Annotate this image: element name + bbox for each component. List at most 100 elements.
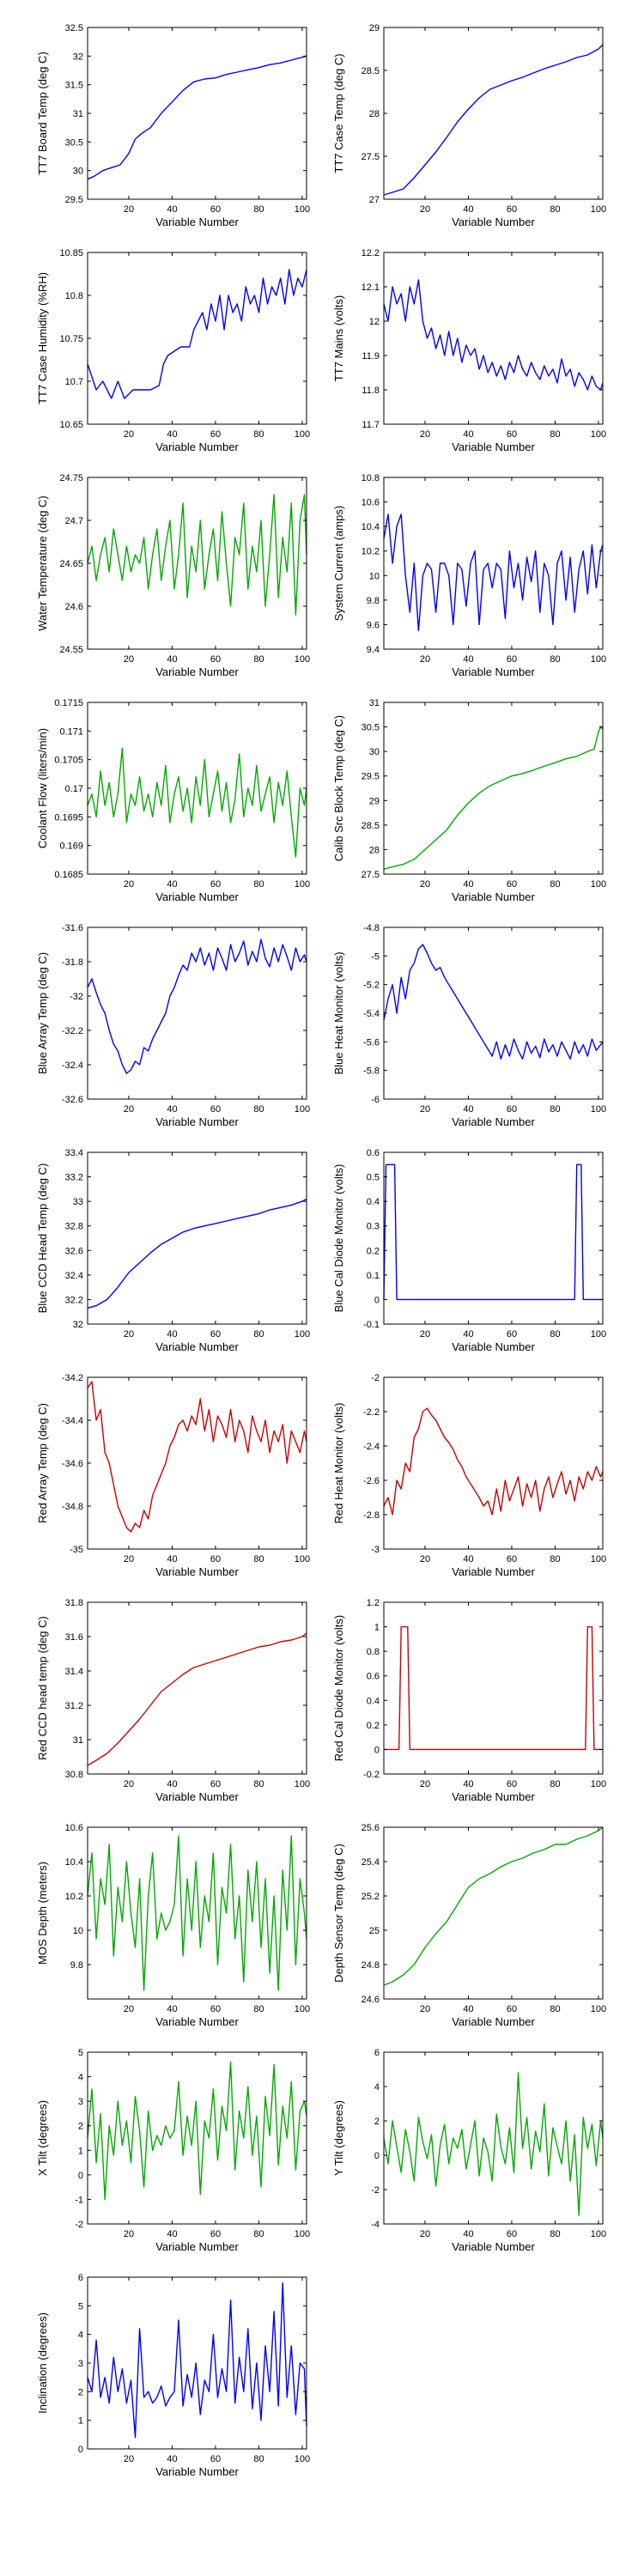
x-axis-label: Variable Number <box>155 1790 239 1803</box>
y-axis-label: Coolant Flow (liters/min) <box>36 728 49 848</box>
x-tick-label: 20 <box>124 654 134 665</box>
y-tick-label: 32.8 <box>65 1222 83 1232</box>
axes-box <box>383 702 604 875</box>
x-tick-label: 60 <box>210 2454 221 2464</box>
x-tick-label: 80 <box>253 654 264 665</box>
y-tick-label: -5 <box>371 951 380 962</box>
y-tick-label: -32 <box>70 992 83 1002</box>
axes-box <box>87 1826 307 2000</box>
x-axis-label: Variable Number <box>452 665 535 678</box>
axes-box <box>87 252 307 425</box>
y-tick-label: 31.8 <box>65 1598 83 1608</box>
y-tick-label: 0.4 <box>367 1197 380 1207</box>
y-tick-label: 10.6 <box>361 498 380 508</box>
x-tick-label: 80 <box>253 429 264 440</box>
x-tick-label: 100 <box>295 2454 310 2464</box>
y-tick-label: 27 <box>369 195 380 205</box>
x-tick-label: 40 <box>167 2004 177 2014</box>
y-tick-label: -2 <box>75 2220 83 2230</box>
y-axis-label: Water Temperature (deg C) <box>36 495 49 631</box>
axes-box <box>87 1151 307 1325</box>
x-tick-label: 80 <box>253 1104 264 1115</box>
y-axis-label: Depth Sensor Temp (deg C) <box>332 1844 345 1983</box>
x-tick-label: 60 <box>507 204 517 215</box>
y-tick-label: 0 <box>78 2445 83 2455</box>
x-tick-label: 20 <box>420 204 430 215</box>
y-tick-label: 10 <box>369 571 380 581</box>
x-tick-label: 20 <box>420 2229 430 2239</box>
x-tick-label: 20 <box>420 1779 430 1789</box>
x-axis-label: Variable Number <box>452 890 535 903</box>
x-tick-label: 40 <box>167 1779 177 1789</box>
series-line <box>87 494 307 616</box>
x-tick-label: 20 <box>124 2004 134 2014</box>
y-tick-label: 4 <box>374 2082 380 2093</box>
x-axis-label: Variable Number <box>155 2240 239 2253</box>
series-line <box>87 1835 307 1991</box>
y-tick-label: 10.2 <box>361 547 380 557</box>
y-tick-label: 10 <box>73 1926 83 1936</box>
y-tick-label: 10.75 <box>59 334 83 344</box>
y-tick-label: 9.8 <box>70 1960 83 1971</box>
x-tick-label: 100 <box>295 204 310 215</box>
x-tick-label: 40 <box>463 2229 473 2239</box>
x-tick-label: 80 <box>253 2004 264 2014</box>
x-tick-label: 40 <box>463 2004 473 2014</box>
y-tick-label: 10.4 <box>65 1857 83 1868</box>
x-tick-label: 80 <box>550 1779 560 1789</box>
series-line <box>383 1407 604 1516</box>
x-tick-label: 60 <box>210 1779 221 1789</box>
x-tick-label: 100 <box>591 429 606 440</box>
y-tick-label: 30 <box>73 167 83 177</box>
y-tick-label: 10.8 <box>361 473 380 483</box>
x-tick-label: 100 <box>295 879 310 890</box>
x-axis-label: Variable Number <box>155 216 239 228</box>
axes-box <box>87 2276 307 2450</box>
y-tick-label: -5.6 <box>363 1037 380 1048</box>
y-tick-label: -32.6 <box>62 1095 83 1105</box>
y-tick-label: 0.1705 <box>54 756 83 766</box>
y-tick-label: -4 <box>371 2220 380 2230</box>
y-tick-label: 30 <box>369 747 380 757</box>
x-tick-label: 100 <box>295 1554 310 1564</box>
y-tick-label: 32.2 <box>65 1295 83 1305</box>
chart-panel-19: -2 -1 0 1 2 3 4 5 20 40 60 80 100 Variable Number X Ti… <box>36 2048 310 2253</box>
chart-panel-4: 11.7 11.8 11.9 12 12.1 12.2 20 40 60 80 100 Variabl… <box>332 248 606 453</box>
x-tick-label: 20 <box>124 1554 134 1564</box>
series-line <box>87 1632 307 1766</box>
y-tick-label: -31.8 <box>62 957 83 968</box>
x-tick-label: 20 <box>420 879 430 890</box>
chart-panel-3: 10.65 10.7 10.75 10.8 10.85 20 40 60 80 100 Variab… <box>36 248 310 453</box>
chart-panel-21: 0 1 2 3 4 5 6 20 40 60 80 100 Variable Number Inclina… <box>36 2273 310 2478</box>
y-tick-label: -5.8 <box>363 1066 380 1077</box>
chart-panel-8: 27.5 28 28.5 29 29.5 30 30.5 31 20 40 60 80 100 Varia… <box>332 698 606 903</box>
x-tick-label: 60 <box>507 2229 517 2239</box>
x-tick-label: 20 <box>124 1779 134 1789</box>
x-tick-label: 100 <box>591 1779 606 1789</box>
y-tick-label: 30.5 <box>361 723 380 733</box>
y-tick-label: -32.4 <box>62 1060 83 1071</box>
x-tick-label: 100 <box>295 1329 310 1340</box>
y-tick-label: 9.4 <box>367 645 380 655</box>
x-tick-label: 80 <box>253 1329 264 1340</box>
x-tick-label: 60 <box>507 879 517 890</box>
y-tick-label: 10.7 <box>65 377 83 387</box>
y-tick-label: 0.3 <box>367 1222 380 1232</box>
y-axis-label: X Tilt (degrees) <box>36 2100 49 2176</box>
chart-panel-11: 32 32.2 32.4 32.6 32.8 33 33.2 33.4 20 40 60 80 100 V… <box>36 1148 310 1353</box>
x-tick-label: 100 <box>591 879 606 890</box>
x-tick-label: 80 <box>550 1554 560 1564</box>
x-axis-label: Variable Number <box>155 2465 239 2478</box>
x-tick-label: 20 <box>124 1104 134 1115</box>
x-tick-label: 100 <box>591 2004 606 2014</box>
y-tick-label: 30.8 <box>65 1770 83 1780</box>
y-tick-label: 24.65 <box>59 559 83 569</box>
x-tick-label: 100 <box>591 2229 606 2239</box>
x-axis-label: Variable Number <box>155 1340 239 1353</box>
x-tick-label: 40 <box>167 204 177 215</box>
y-tick-label: 28 <box>369 109 380 119</box>
y-tick-label: 29 <box>369 796 380 806</box>
x-axis-label: Variable Number <box>155 1115 239 1128</box>
axes-box <box>383 27 604 200</box>
